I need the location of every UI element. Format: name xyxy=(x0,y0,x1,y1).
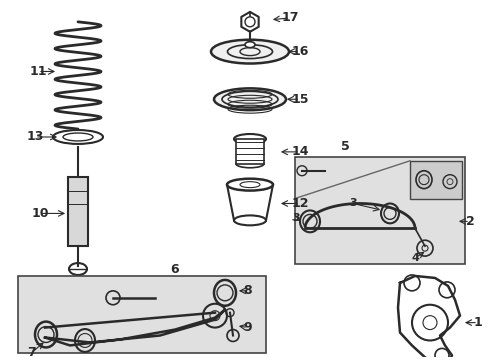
Text: 2: 2 xyxy=(465,215,473,228)
Text: 5: 5 xyxy=(340,140,348,153)
Ellipse shape xyxy=(244,42,254,48)
Ellipse shape xyxy=(210,40,288,63)
Text: 13: 13 xyxy=(26,130,43,144)
Text: 7: 7 xyxy=(27,346,36,359)
Text: 3: 3 xyxy=(292,213,299,224)
Ellipse shape xyxy=(214,88,285,110)
Text: 15: 15 xyxy=(291,93,308,106)
Text: 8: 8 xyxy=(243,284,252,297)
Bar xyxy=(294,157,464,264)
Text: 16: 16 xyxy=(291,45,308,58)
Ellipse shape xyxy=(226,179,272,190)
Bar xyxy=(68,177,88,246)
Text: 10: 10 xyxy=(31,207,49,220)
Text: 1: 1 xyxy=(473,316,481,329)
Text: 17: 17 xyxy=(281,12,298,24)
Text: 11: 11 xyxy=(29,65,47,78)
Text: 9: 9 xyxy=(243,321,252,334)
Text: 3: 3 xyxy=(348,198,356,208)
Text: 14: 14 xyxy=(291,145,308,158)
Ellipse shape xyxy=(234,134,265,144)
Ellipse shape xyxy=(53,130,103,144)
Text: 6: 6 xyxy=(170,264,179,276)
Text: 12: 12 xyxy=(291,197,308,210)
Bar xyxy=(236,139,264,164)
Bar xyxy=(18,276,265,354)
Ellipse shape xyxy=(236,160,264,168)
Bar xyxy=(409,161,461,198)
Ellipse shape xyxy=(234,215,265,225)
Text: 4: 4 xyxy=(410,253,418,263)
